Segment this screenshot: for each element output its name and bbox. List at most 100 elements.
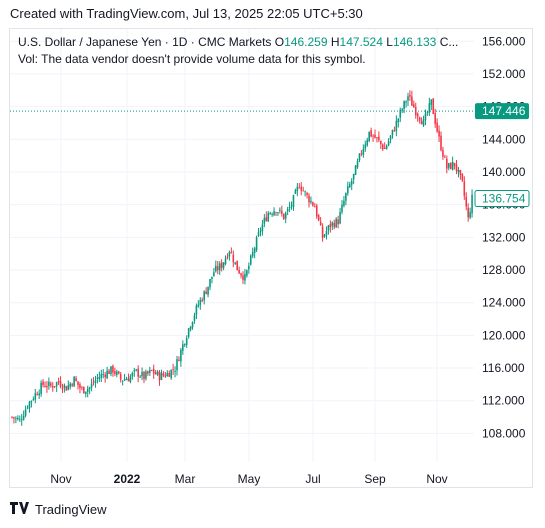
chart-frame [9,28,533,488]
y-tick-label: 120.000 [482,328,526,342]
candle-body [193,315,196,321]
candle-body [261,224,264,232]
candle-body [471,194,473,214]
candle-body [255,237,258,251]
candle-body [232,254,235,263]
candle-body [55,382,58,387]
candles [11,90,473,426]
candle-body [20,419,23,421]
candle-body [220,262,223,269]
candle-body [411,96,413,106]
candle-body [279,209,281,211]
candle-body [242,275,244,280]
candle-body [114,371,116,374]
candle-body [347,186,349,194]
candle-body [57,380,60,383]
candle-body [325,231,328,236]
candle-body [366,139,369,146]
candle-body [314,206,316,208]
candle-body [333,222,336,228]
candle-body [238,270,240,274]
candle-body [294,190,297,194]
candle-body [321,226,324,239]
y-tick-label: 144.000 [482,132,526,146]
candle-body [440,135,442,151]
price-labels: 147.446 136.754 [474,103,530,207]
last-price-text: 147.446 [482,104,526,118]
candle-body [271,213,273,215]
candle-body [310,200,312,203]
candle-body [17,418,19,420]
candle-body [176,359,178,371]
candle-body [160,372,163,380]
candle-body [137,368,139,377]
candle-body [30,400,33,403]
candle-body [329,224,332,228]
candle-body [444,156,446,158]
y-tick-label: 140.000 [482,165,526,179]
candle-body [236,260,238,271]
candle-body [79,384,81,388]
candle-body [376,137,378,139]
candle-body [46,386,48,388]
symbol-name: U.S. Dollar / Japanese Yen · 1D · CMC Ma… [18,35,272,49]
candle-body [438,130,440,137]
candle-body [422,119,425,126]
y-tick-label: 112.000 [482,394,525,408]
candle-body [215,265,217,272]
volume-note: Vol: The data vendor doesn't provide vol… [18,52,366,66]
candle-body [253,248,256,253]
candle-body [119,374,122,380]
candle-body [18,418,21,420]
candle-body [116,371,118,375]
grid-lines [10,29,474,462]
candle-body [123,379,126,381]
candle-body [315,205,318,217]
candle-body [401,109,403,111]
candle-body [139,376,141,378]
candle-body [73,376,75,387]
candle-body [226,256,229,258]
candle-body [284,212,287,219]
candle-body [341,204,343,212]
candle-body [211,276,213,279]
candle-body [244,274,246,281]
candle-body [170,369,172,379]
candle-body [469,212,471,218]
candle-body [292,195,295,208]
candle-body [100,374,103,378]
candle-body [383,147,386,149]
footer[interactable]: TradingView [10,502,107,517]
y-tick-label: 152.000 [482,67,526,81]
candle-body [352,173,355,180]
candle-body [430,99,433,105]
candle-body [389,135,392,140]
footer-brand[interactable]: TradingView [35,502,107,517]
candle-body [141,372,143,377]
candle-body [442,149,444,157]
candle-body [282,213,285,220]
candle-body [327,225,330,231]
candle-body [106,370,108,379]
y-axis: 108.000 112.000 116.000 120.000 124.000 128.0… [482,34,526,440]
candle-body [158,371,161,381]
candle-body [51,385,54,388]
candle-body [286,208,289,212]
candle-body [455,164,458,171]
candle-body [127,378,130,382]
candle-body [92,382,95,384]
candle-body [75,378,77,382]
candle-body [195,305,198,315]
candle-body [265,217,268,222]
candle-body [234,262,237,264]
candle-body [145,371,147,379]
candle-body [90,383,93,388]
candle-body [201,299,204,301]
candle-body [131,372,134,377]
candle-body [263,217,266,224]
candle-body [164,375,167,377]
candle-body [98,377,101,379]
candle-body [372,135,374,137]
candle-body [426,112,429,114]
